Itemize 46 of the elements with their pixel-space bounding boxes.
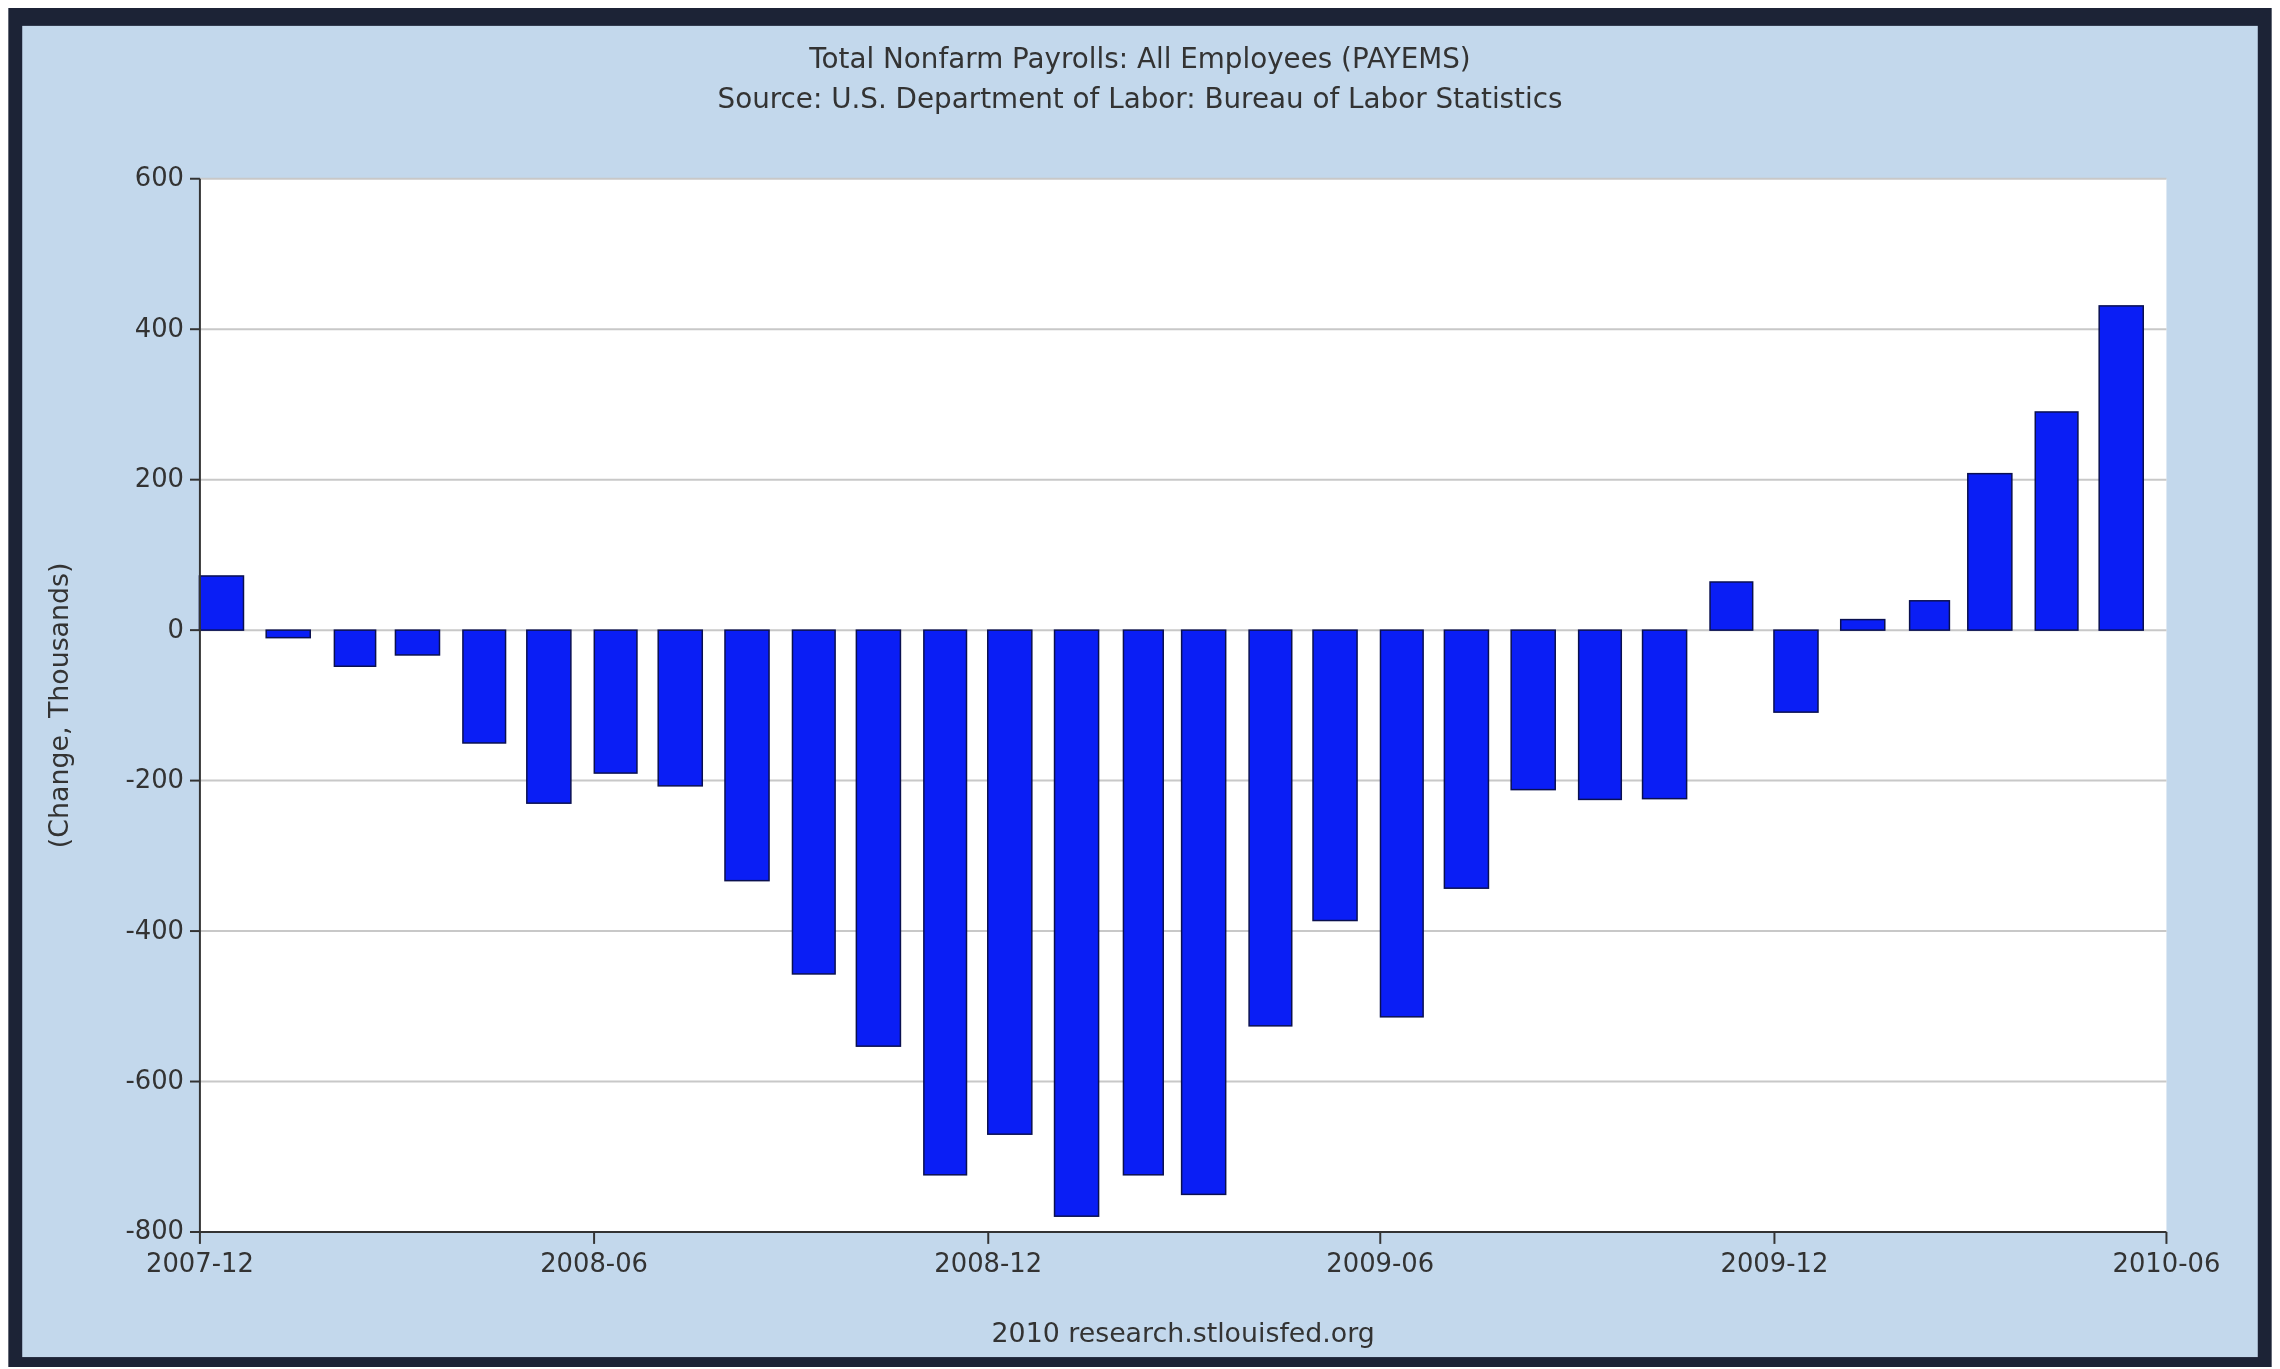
- bar: [2098, 305, 2144, 631]
- bar: [791, 629, 836, 975]
- y-axis-title: (Change, Thousands): [42, 562, 74, 849]
- bar: [526, 629, 572, 804]
- bar: [1443, 629, 1490, 889]
- bar: [724, 629, 770, 882]
- x-tick-label: 2008-06: [540, 1247, 648, 1278]
- bar: [855, 629, 902, 1047]
- bar: [1053, 629, 1100, 1217]
- y-tick-label: -200: [125, 764, 185, 795]
- y-tick-label: 0: [167, 613, 185, 644]
- bar: [1709, 581, 1754, 631]
- bar: [1510, 629, 1556, 791]
- chart-subtitle: Source: U.S. Department of Labor: Bureau of Labor Statistics: [717, 82, 1563, 116]
- chart-title: Total Nonfarm Payrolls: All Employees (PAYEMS): [808, 41, 1471, 75]
- bar: [394, 629, 441, 656]
- x-tick-label: 2009-06: [1326, 1247, 1435, 1278]
- bar: [1248, 629, 1293, 1027]
- y-tick-label: 400: [134, 312, 185, 343]
- bar: [462, 629, 507, 744]
- bar: [987, 629, 1033, 1135]
- bar: [333, 629, 377, 667]
- bar: [1577, 629, 1623, 801]
- bar: [1839, 618, 1886, 631]
- bar: [1641, 629, 1688, 800]
- bar: [1312, 629, 1358, 922]
- y-tick-label: -600: [125, 1065, 185, 1096]
- text: 2010 research.stlouisfed.org: [991, 1317, 1375, 1349]
- bar: [1379, 629, 1424, 1018]
- x-tick-label: 2007-12: [146, 1247, 254, 1278]
- x-tick-label: 2008-12: [934, 1247, 1043, 1278]
- x-tick-label: 2010-06: [2112, 1247, 2221, 1278]
- x-tick-label: 2009-12: [1720, 1247, 1829, 1278]
- y-tick-label: -400: [125, 914, 185, 945]
- bar: [1967, 472, 2013, 631]
- bar: [2034, 411, 2079, 631]
- bar: [593, 629, 638, 774]
- bar: [198, 575, 245, 631]
- y-tick-label: -800: [125, 1215, 185, 1246]
- bar: [923, 629, 968, 1176]
- bar: [1180, 629, 1227, 1196]
- bar: [1773, 629, 1819, 713]
- bar: [265, 629, 312, 639]
- y-tick-label: 200: [134, 463, 185, 494]
- bar: [657, 629, 704, 787]
- y-tick-label: 600: [134, 162, 185, 193]
